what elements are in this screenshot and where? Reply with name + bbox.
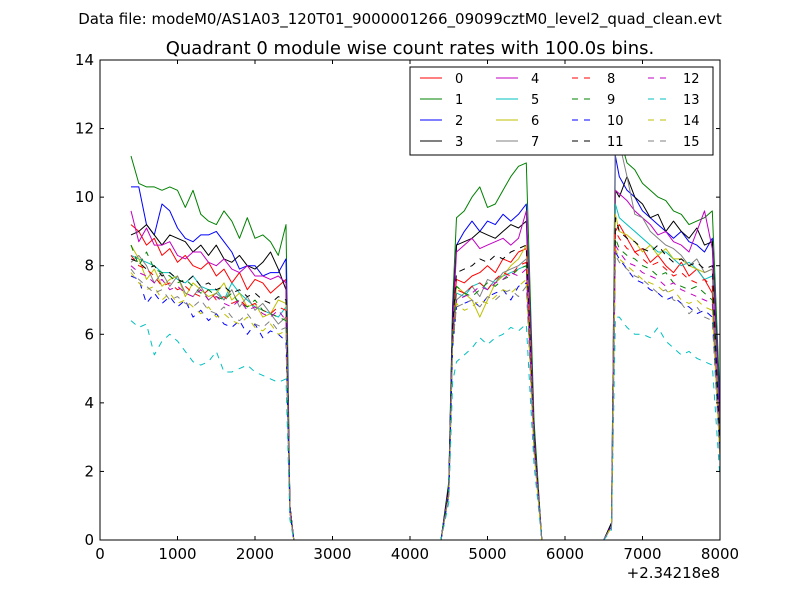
series-line-14 xyxy=(130,248,720,540)
legend-label-10: 10 xyxy=(607,114,624,129)
y-tick-label: 0 xyxy=(84,531,94,549)
legend-label-3: 3 xyxy=(455,135,463,150)
legend-box xyxy=(409,66,714,156)
y-tick-label: 4 xyxy=(84,394,94,412)
legend-label-11: 11 xyxy=(607,135,624,150)
x-tick-label: 5000 xyxy=(468,545,506,563)
legend-label-7: 7 xyxy=(531,135,539,150)
series-line-3 xyxy=(130,176,720,540)
legend-label-13: 13 xyxy=(683,93,700,108)
y-tick-label: 2 xyxy=(84,462,94,480)
legend-label-5: 5 xyxy=(531,93,539,108)
legend-label-8: 8 xyxy=(607,72,615,87)
legend-label-1: 1 xyxy=(455,93,463,108)
y-tick-label: 6 xyxy=(84,325,94,343)
suptitle: Data file: modeM0/AS1A03_120T01_90000012… xyxy=(78,10,722,29)
x-tick-label: 7000 xyxy=(623,545,661,563)
ticks-layer: 0 1000 2000 3000 4000 5000 6000 7000 80000246810… xyxy=(75,51,739,563)
legend-label-14: 14 xyxy=(683,114,700,129)
x-offset-label: +2.34218e8 xyxy=(627,564,720,582)
legend-label-12: 12 xyxy=(683,72,700,87)
series-line-4 xyxy=(130,189,720,540)
legend-label-15: 15 xyxy=(683,135,700,150)
series-line-1 xyxy=(130,121,720,540)
x-tick-label: 2000 xyxy=(236,545,274,563)
series-layer xyxy=(130,121,720,540)
x-tick-label: 3000 xyxy=(313,545,351,563)
y-tick-label: 14 xyxy=(75,51,94,69)
series-line-13 xyxy=(130,316,720,540)
x-tick-label: 0 xyxy=(95,545,105,563)
series-line-12 xyxy=(130,244,720,540)
legend-label-6: 6 xyxy=(531,114,539,129)
x-tick-label: 6000 xyxy=(546,545,584,563)
x-tick-label: 1000 xyxy=(158,545,196,563)
chart-title: Quadrant 0 module wise count rates with … xyxy=(166,38,655,59)
y-tick-label: 8 xyxy=(84,257,94,275)
series-line-9 xyxy=(130,237,720,540)
y-tick-label: 12 xyxy=(75,120,94,138)
x-tick-label: 8000 xyxy=(701,545,739,563)
x-tick-label: 4000 xyxy=(391,545,429,563)
legend-label-2: 2 xyxy=(455,114,463,129)
series-line-0 xyxy=(130,224,720,540)
legend-label-9: 9 xyxy=(607,93,615,108)
series-line-10 xyxy=(130,251,720,540)
legend-label-0: 0 xyxy=(455,72,463,87)
y-tick-label: 10 xyxy=(75,188,94,206)
series-line-11 xyxy=(130,217,720,540)
legend-label-4: 4 xyxy=(531,72,539,87)
